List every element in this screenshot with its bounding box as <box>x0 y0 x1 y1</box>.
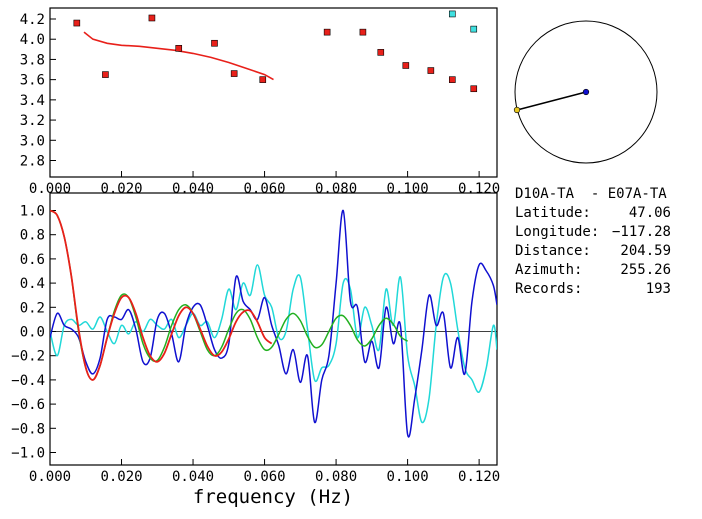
series-line <box>50 264 497 424</box>
y-tick-label: −1.0 <box>11 446 45 462</box>
data-point <box>323 28 331 36</box>
map-circle <box>514 20 658 164</box>
data-point <box>448 10 456 18</box>
bottom-x-ticks: 0.000 0.020 0.040 0.060 0.080 0.100 0.120 <box>29 459 500 485</box>
bottom-y-ticks: 1.0 0.8 0.6 0.4 0.2 0.0 −0.2 −0.4 −0.6 −0.8 −1.0 <box>11 204 56 462</box>
data-point <box>230 70 238 77</box>
y-tick-label: 3.6 <box>20 73 45 89</box>
data-point <box>148 14 156 22</box>
series-line <box>50 209 273 381</box>
y-tick-label: 3.2 <box>20 113 45 129</box>
y-tick-label: −0.2 <box>11 349 45 365</box>
x-tick-label: 0.000 <box>29 469 71 485</box>
data-point <box>175 45 183 52</box>
bottom-plot-frame <box>49 192 498 466</box>
series-line <box>50 209 497 438</box>
data-point <box>377 49 385 56</box>
data-point <box>448 76 456 83</box>
y-tick-label: 0.4 <box>20 276 45 292</box>
top-y-ticks: 2.8 3.0 3.2 3.4 3.6 3.8 4.0 4.2 <box>20 12 56 170</box>
map-inset <box>513 20 658 164</box>
station-path-line <box>516 91 587 111</box>
info-row-azimuth: Azimuth: 255.26 <box>515 261 700 280</box>
info-label: Distance: <box>515 243 591 259</box>
station-b-marker <box>513 106 521 114</box>
y-tick-label: −0.6 <box>11 397 45 413</box>
x-tick-label: 0.080 <box>315 469 357 485</box>
station-pair-title: D10A-TA - E07A-TA <box>515 186 667 202</box>
x-axis-title: frequency (Hz) <box>193 486 353 508</box>
info-row-distance: Distance: 204.59 <box>515 242 700 261</box>
x-tick-label: 0.060 <box>243 181 285 197</box>
y-tick-label: 3.0 <box>20 133 45 149</box>
x-tick-label: 0.020 <box>100 469 142 485</box>
y-tick-label: −0.4 <box>11 373 45 389</box>
info-label: Azimuth: <box>515 262 583 278</box>
top-panel: 2.83.03.23.43.63.84.04.2 0.000 0.020 0.040… <box>20 7 500 197</box>
y-tick-label: 1.0 <box>20 204 45 220</box>
data-point <box>402 62 410 69</box>
x-tick-label: 0.020 <box>100 181 142 197</box>
station-info-panel: D10A-TA - E07A-TA Latitude: 47.06 Longit… <box>515 185 700 299</box>
station-a-marker <box>582 88 590 96</box>
y-tick-label: 2.8 <box>20 154 45 170</box>
x-tick-label: 0.040 <box>172 469 214 485</box>
x-tick-label: 0.060 <box>243 469 285 485</box>
info-row-latitude: Latitude: 47.06 <box>515 204 700 223</box>
top-plot-frame <box>49 7 498 178</box>
data-point <box>211 39 218 47</box>
x-tick-label: 0.120 <box>458 181 500 197</box>
info-value: 255.26 <box>620 262 671 278</box>
data-point <box>73 19 81 27</box>
info-value: 193 <box>645 281 671 297</box>
y-tick-label: −0.8 <box>11 421 45 437</box>
info-label: Records: <box>515 281 583 297</box>
info-value: 204.59 <box>620 243 671 259</box>
bottom-panel: 1.0 0.8 0.6 0.4 0.2 0.0 −0.2 −0.4 −0.6 −0.8 −1.0 0… <box>11 192 500 508</box>
data-point <box>102 71 109 78</box>
info-row-longitude: Longitude: −117.28 <box>515 223 700 242</box>
x-tick-label: 0.100 <box>387 181 429 197</box>
info-value: 47.06 <box>628 205 671 221</box>
y-tick-label: 4.2 <box>20 12 45 28</box>
bottom-plot-marks <box>50 209 497 438</box>
top-plot-marks <box>73 10 478 93</box>
y-tick-label: 0.6 <box>20 252 45 268</box>
info-row-records: Records: 193 <box>515 280 700 299</box>
fit-curve-line <box>83 31 274 81</box>
y-tick-label: 0.2 <box>20 300 45 316</box>
info-value: −117.28 <box>611 224 671 240</box>
data-point <box>259 76 267 83</box>
x-tick-label: 0.120 <box>458 469 500 485</box>
y-tick-label: 3.4 <box>20 93 45 109</box>
x-tick-label: 0.100 <box>387 469 429 485</box>
data-point <box>470 25 478 33</box>
y-tick-label: 4.0 <box>20 32 45 48</box>
x-tick-label: 0.080 <box>315 181 357 197</box>
data-point <box>427 67 435 74</box>
y-tick-label: 0.0 <box>20 325 45 341</box>
info-label: Longitude: <box>515 224 600 240</box>
y-tick-label: 0.8 <box>20 228 45 244</box>
x-tick-label: 0.040 <box>172 181 214 197</box>
y-tick-label: 3.8 <box>20 52 45 68</box>
data-point <box>359 28 367 36</box>
info-label: Latitude: <box>515 205 591 221</box>
data-point <box>470 85 478 93</box>
